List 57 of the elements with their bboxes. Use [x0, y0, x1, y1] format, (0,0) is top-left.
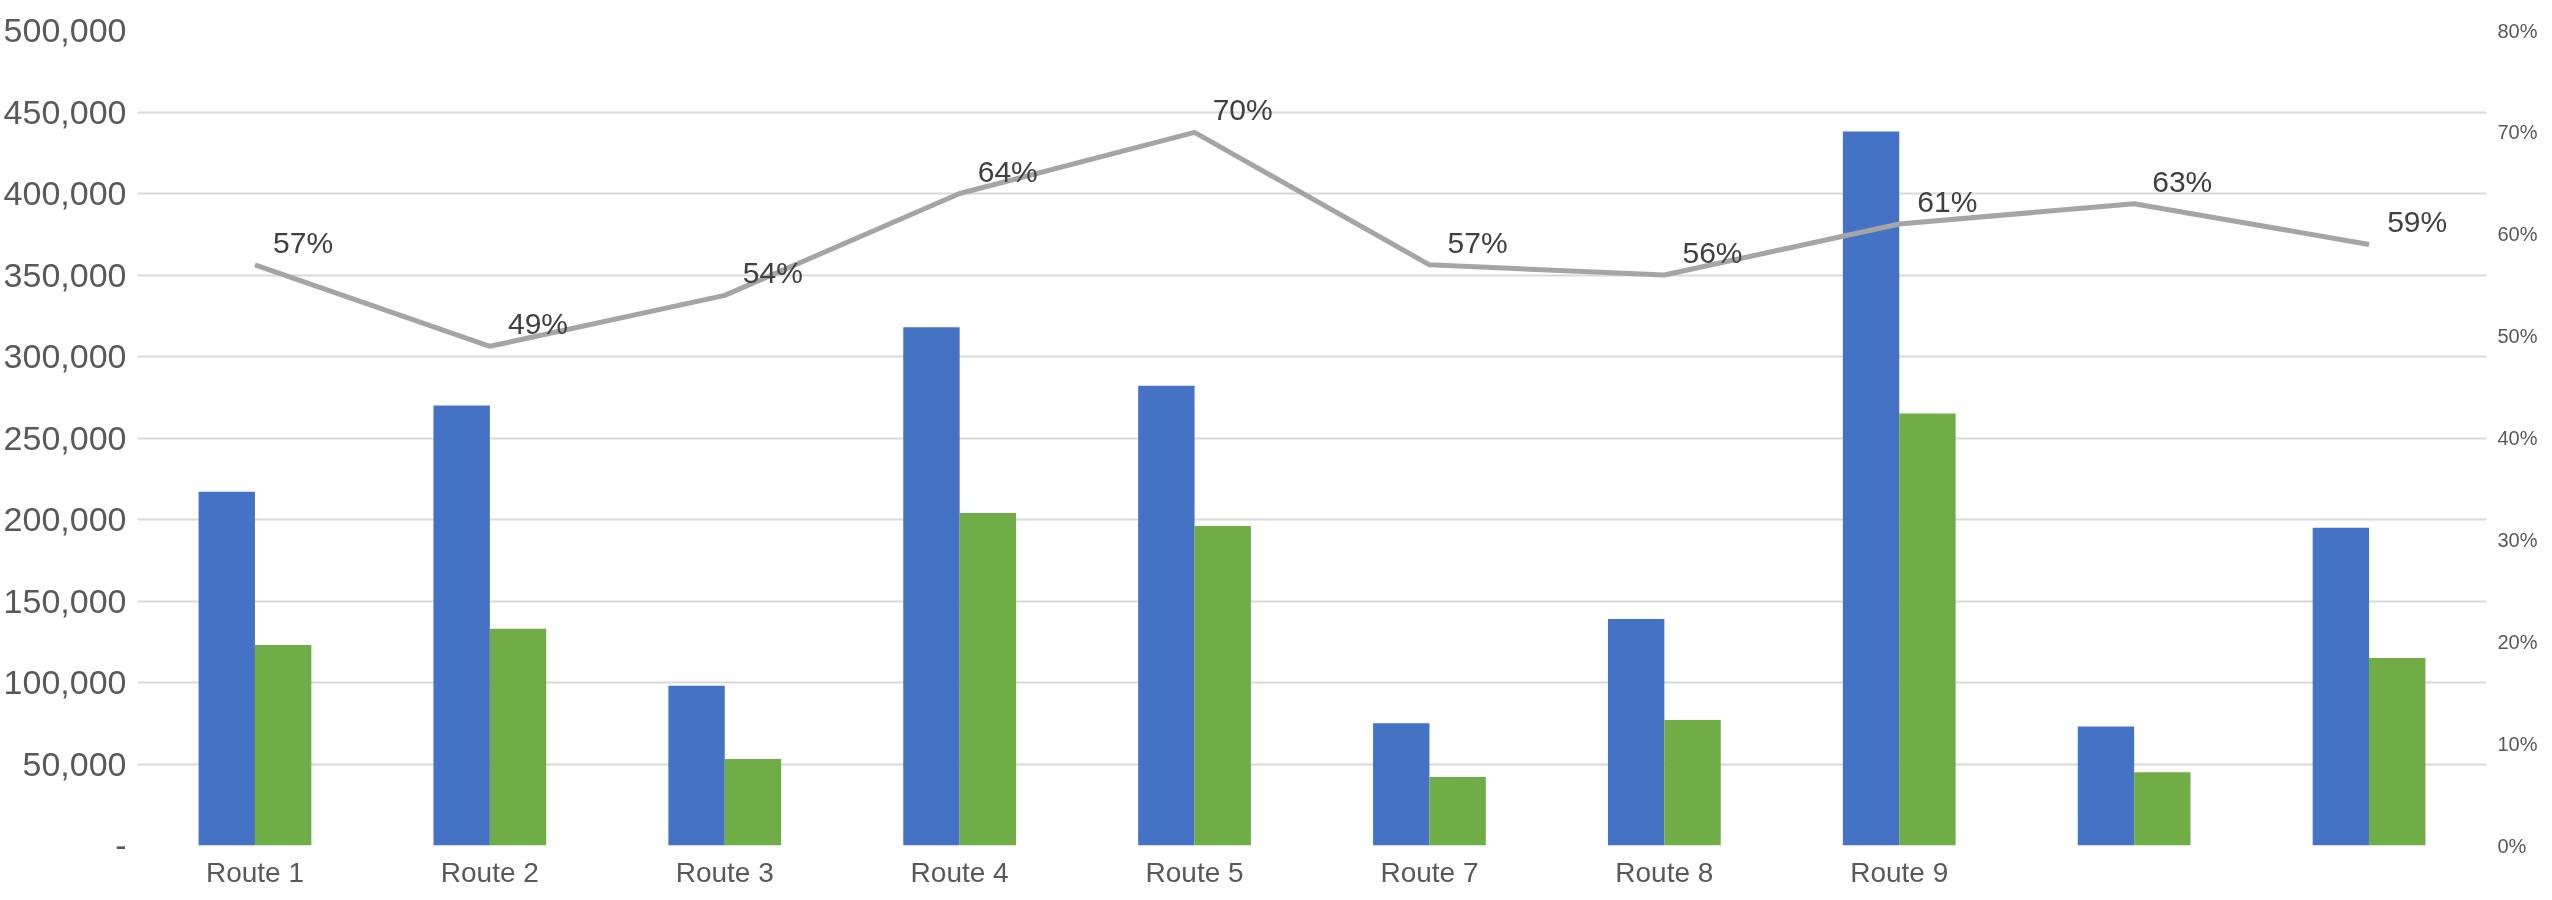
bar: [2312, 527, 2370, 846]
bar: [903, 327, 960, 846]
data-label: 49%: [507, 307, 568, 341]
x-tick-label: Route 8: [1615, 856, 1714, 888]
y-tick-label: 200,000: [3, 500, 127, 538]
bar: [1194, 526, 1251, 846]
y-tick-label: 500,000: [3, 11, 127, 49]
data-label: 64%: [977, 154, 1038, 188]
y-tick-label: 450,000: [3, 92, 127, 131]
x-tick-label: Route 9: [1850, 856, 1949, 888]
y-tick-label: 150,000: [3, 581, 127, 620]
y2-tick-label: 50%: [2497, 325, 2538, 348]
data-label: 61%: [1917, 185, 1978, 219]
y2-tick-label: 80%: [2497, 19, 2538, 42]
data-label: 70%: [1212, 93, 1273, 127]
bar: [198, 491, 255, 846]
bar: [1373, 723, 1430, 846]
bar: [1607, 618, 1665, 846]
data-label: 54%: [742, 256, 803, 290]
y2-tick-label: 40%: [2497, 427, 2538, 449]
y-tick-label: 400,000: [3, 174, 127, 212]
x-tick-label: Route 3: [675, 856, 774, 888]
y-tick-label: -: [115, 826, 127, 864]
data-label: 63%: [2152, 164, 2213, 198]
y2-tick-label: 20%: [2497, 630, 2538, 653]
bar: [2134, 772, 2191, 846]
bar: [2369, 658, 2426, 846]
bar: [489, 628, 547, 846]
bar: [1664, 719, 1721, 846]
y2-tick-label: 10%: [2497, 732, 2538, 755]
y2-tick-label: 0%: [2497, 834, 2527, 857]
data-label: 57%: [273, 225, 334, 259]
bar: [1429, 777, 1486, 846]
bar: [724, 759, 782, 846]
bar: [1899, 413, 1956, 846]
x-tick-label: Route 5: [1145, 856, 1244, 888]
y-tick-label: 300,000: [3, 337, 127, 375]
y-tick-label: 250,000: [3, 418, 127, 457]
bar: [433, 405, 490, 846]
y-tick-label: 350,000: [3, 255, 127, 294]
x-tick-label: Route 1: [205, 856, 304, 888]
y2-tick-label: 60%: [2497, 223, 2538, 246]
x-tick-label: Route 7: [1380, 856, 1479, 888]
y2-tick-label: 70%: [2497, 121, 2538, 144]
data-label: 56%: [1682, 236, 1743, 269]
bar: [959, 512, 1017, 846]
data-label: 57%: [1447, 225, 1508, 259]
data-label: 59%: [2387, 205, 2448, 239]
x-tick-label: Route 4: [910, 856, 1009, 888]
y2-tick-label: 30%: [2497, 528, 2538, 551]
x-tick-label: Route 2: [440, 856, 539, 888]
bar: [1138, 385, 1195, 846]
bar: [254, 645, 312, 846]
y-tick-label: 50,000: [22, 744, 127, 783]
y-tick-label: 100,000: [3, 663, 127, 701]
bar: [1842, 131, 1900, 846]
bar: [668, 685, 725, 846]
